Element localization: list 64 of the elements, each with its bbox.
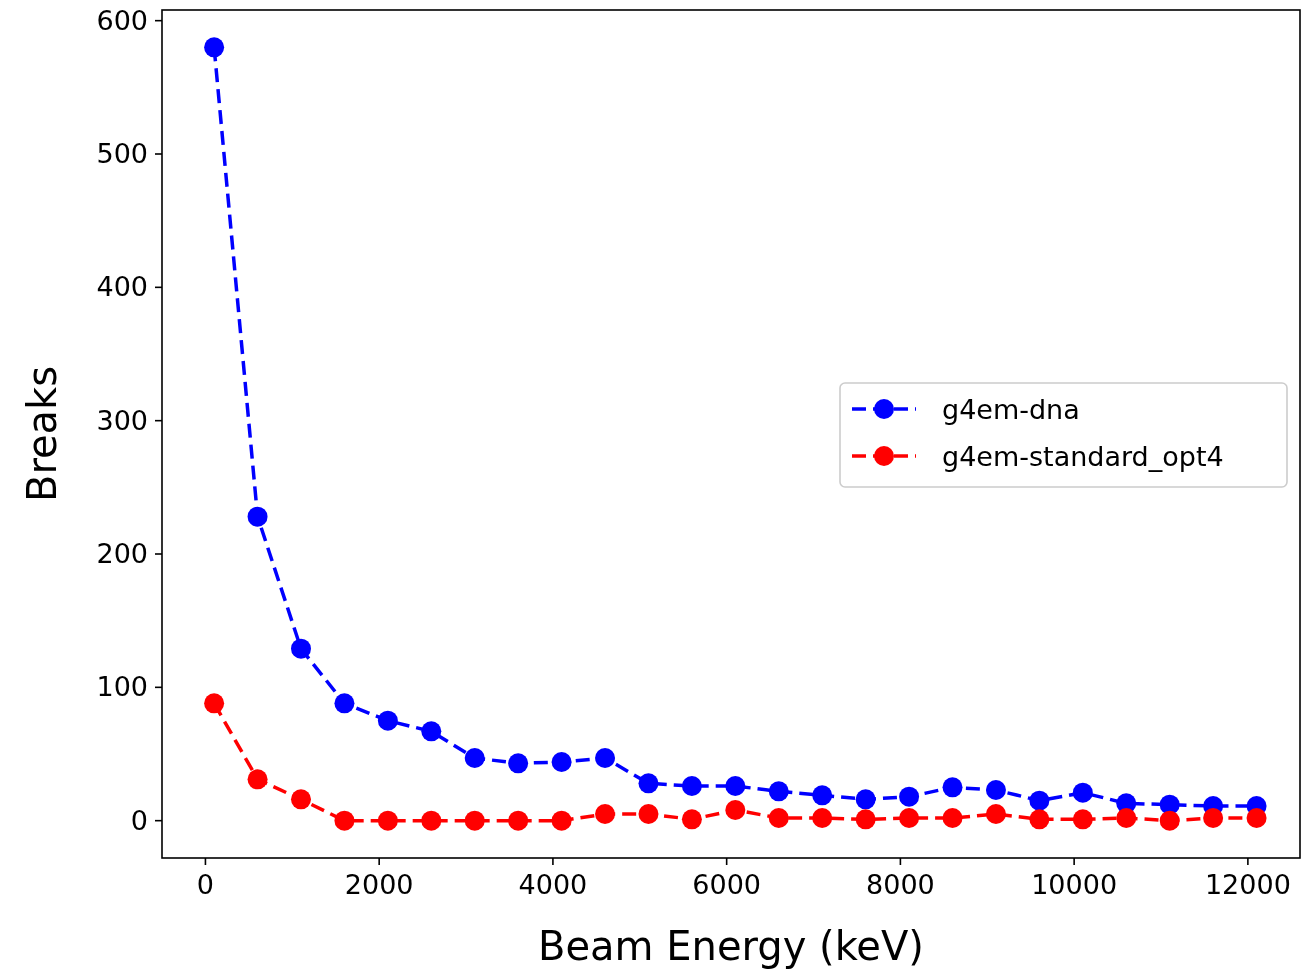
- point: [681, 776, 702, 796]
- point: [638, 804, 659, 824]
- point: [334, 693, 355, 714]
- point: [377, 810, 398, 831]
- point: [1246, 808, 1267, 828]
- x-tick-label: 4000: [518, 869, 588, 900]
- point: [725, 776, 746, 796]
- x-tick-label: 8000: [866, 869, 935, 900]
- point: [899, 786, 920, 807]
- point: [508, 810, 529, 831]
- x-tick-label: 0: [196, 869, 215, 900]
- point: [681, 809, 702, 830]
- point: [855, 789, 876, 810]
- y-tick-label: 200: [96, 538, 148, 569]
- legend-label: g4em-standard_opt4: [942, 441, 1224, 472]
- point: [812, 808, 833, 828]
- point: [204, 37, 225, 58]
- point: [725, 800, 746, 820]
- point: [638, 773, 659, 794]
- point: [1203, 808, 1224, 828]
- point: [334, 810, 355, 831]
- point: [1072, 809, 1093, 830]
- point: [247, 769, 268, 790]
- x-tick-label: 2000: [344, 869, 414, 900]
- point: [985, 804, 1006, 824]
- point: [1029, 809, 1050, 830]
- y-tick-label: 400: [96, 271, 148, 303]
- y-tick-label: 300: [96, 404, 148, 436]
- y-tick-label: 500: [96, 138, 148, 169]
- point: [377, 710, 398, 731]
- point: [855, 809, 876, 830]
- point: [1116, 808, 1137, 828]
- point: [464, 810, 485, 831]
- point: [1072, 782, 1093, 803]
- legend-label: g4em-dna: [942, 394, 1080, 425]
- point: [899, 808, 920, 828]
- point: [290, 789, 311, 810]
- point: [464, 748, 485, 768]
- point: [1159, 810, 1180, 831]
- point: [421, 810, 442, 831]
- point: [812, 785, 833, 806]
- point: [551, 810, 572, 831]
- x-axis-title: Beam Energy (keV): [538, 923, 924, 969]
- y-axis-title: Breaks: [19, 365, 65, 503]
- point: [942, 808, 963, 828]
- x-tick-label: 6000: [692, 869, 762, 900]
- point: [421, 721, 442, 742]
- point: [985, 780, 1006, 800]
- point: [595, 748, 616, 768]
- point: [290, 638, 311, 659]
- point: [942, 777, 963, 798]
- x-tick-label: 10000: [1031, 869, 1118, 900]
- y-tick-label: 100: [96, 671, 148, 703]
- point: [204, 693, 225, 714]
- y-tick-label: 600: [96, 4, 148, 36]
- point: [595, 804, 616, 824]
- point: [551, 752, 572, 772]
- point: [508, 753, 529, 774]
- y-tick-label: 0: [130, 804, 148, 836]
- point: [247, 506, 268, 527]
- point: [1029, 790, 1050, 811]
- point: [768, 781, 789, 802]
- point: [768, 808, 789, 828]
- x-tick-label: 12000: [1204, 869, 1291, 900]
